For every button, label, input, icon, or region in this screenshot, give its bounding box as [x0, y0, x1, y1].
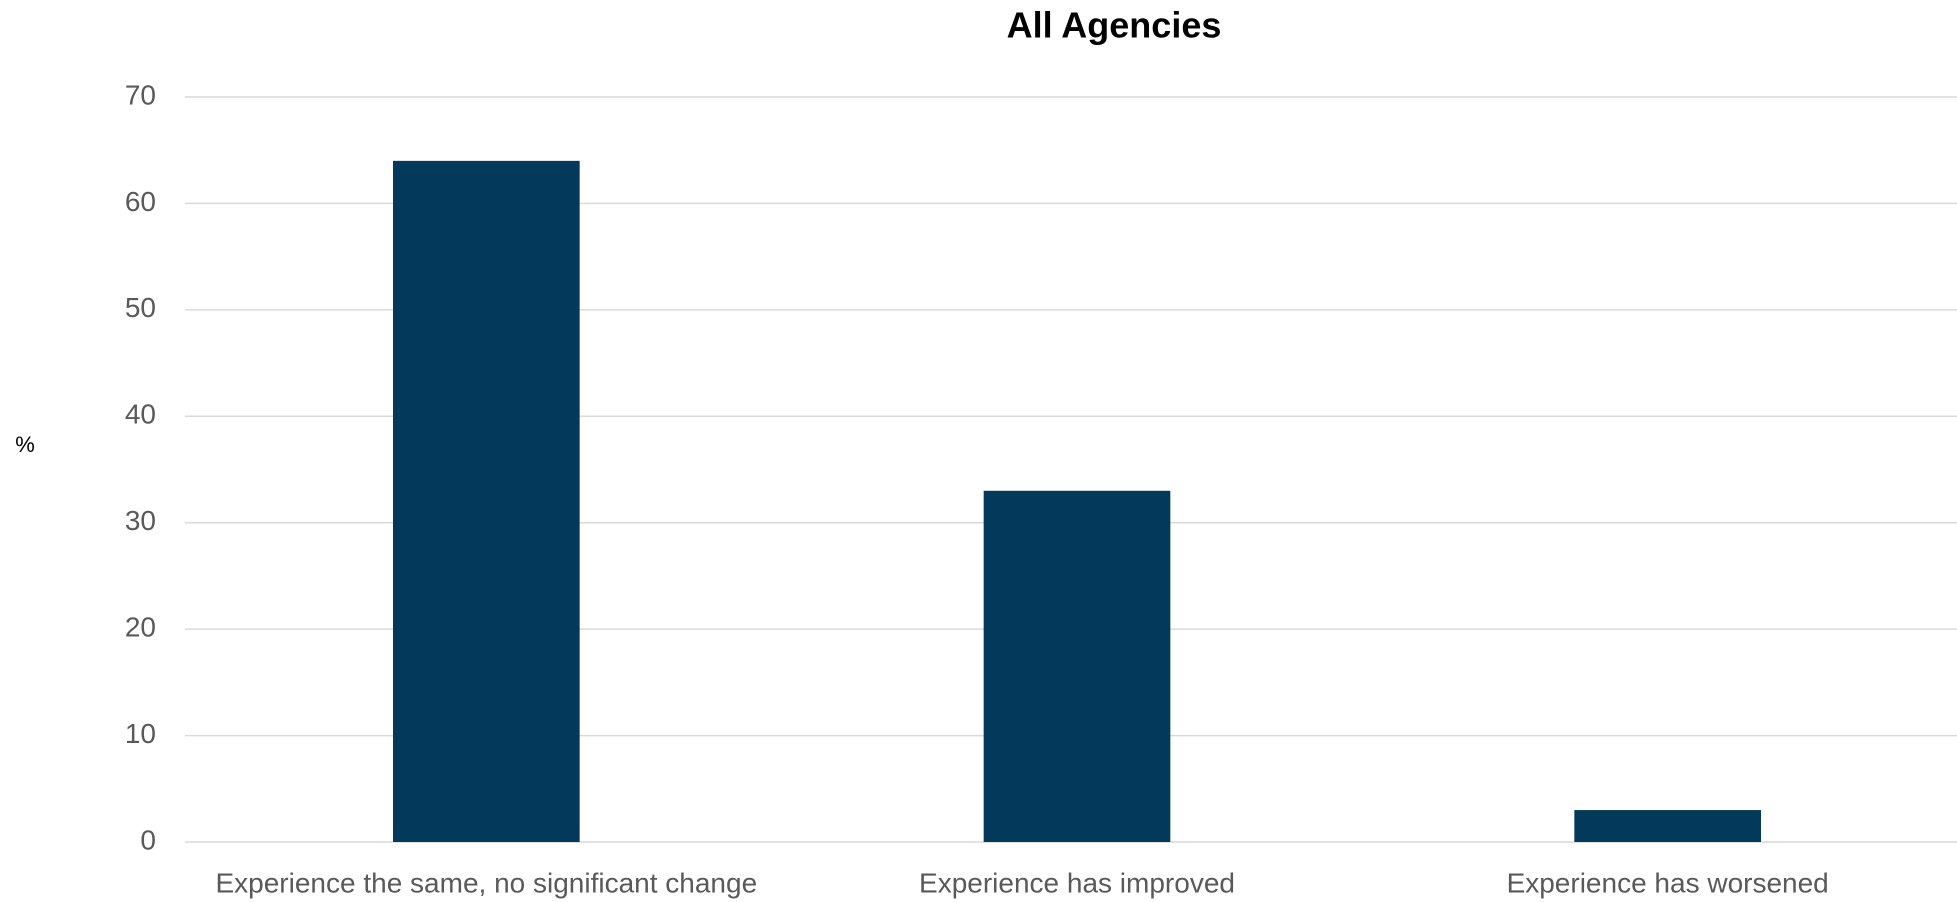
chart-title: All Agencies — [1007, 5, 1222, 46]
y-tick-label: 40 — [125, 399, 156, 430]
bar — [983, 490, 1171, 842]
y-tick-label: 10 — [125, 718, 156, 749]
y-tick-label: 60 — [125, 186, 156, 217]
x-tick-label: Experience has worsened — [1507, 867, 1829, 898]
x-tick-label: Experience the same, no significant chan… — [215, 867, 757, 898]
y-tick-label: 20 — [125, 612, 156, 643]
bar — [393, 160, 580, 842]
x-tick-label: Experience has improved — [919, 867, 1235, 898]
y-tick-label: 70 — [125, 79, 156, 110]
y-axis-label: % — [15, 432, 35, 457]
y-tick-label: 30 — [125, 505, 156, 536]
y-tick-label: 50 — [125, 292, 156, 323]
bar — [1574, 810, 1761, 842]
y-tick-label: 0 — [140, 824, 156, 855]
